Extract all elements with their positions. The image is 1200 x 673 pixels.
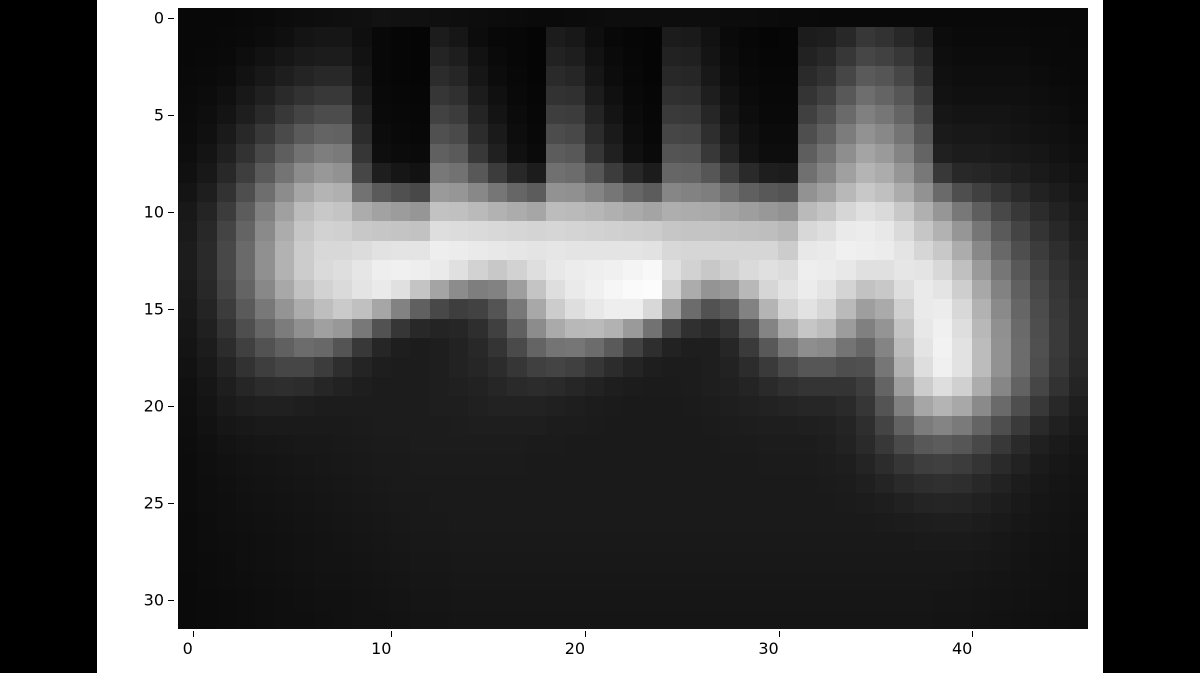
heatmap-image	[178, 8, 1088, 629]
matplotlib-figure: 051015202530 010203040	[97, 0, 1103, 673]
x-tick: 10	[381, 639, 401, 658]
heatmap-axes	[178, 8, 1088, 629]
x-tick: 40	[962, 639, 982, 658]
x-tick: 30	[769, 639, 789, 658]
x-tick: 0	[188, 639, 198, 658]
x-tick: 20	[575, 639, 595, 658]
